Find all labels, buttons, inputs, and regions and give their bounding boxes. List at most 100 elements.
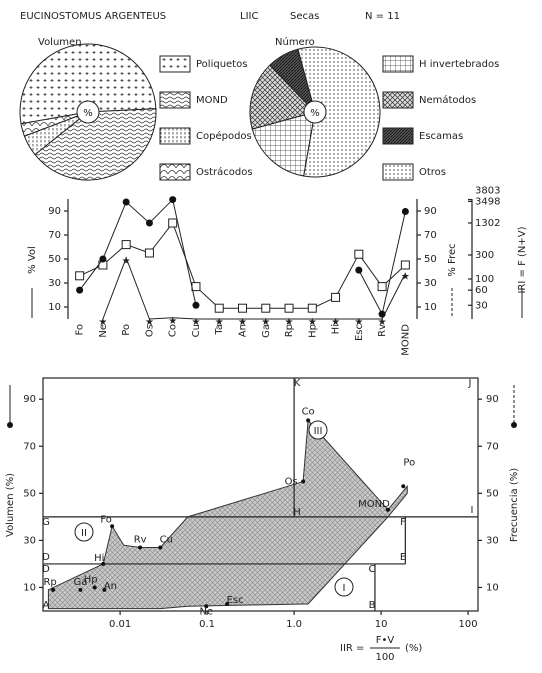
zone-ring [74, 522, 94, 542]
point-label: An [104, 581, 117, 592]
sample-size: N = 11 [365, 11, 400, 22]
point [110, 524, 115, 529]
zone-ring [308, 420, 328, 440]
y2-tick-label: 70 [486, 441, 499, 452]
y2-axis-symbol-dot [511, 422, 517, 428]
corner-label: C [369, 564, 376, 575]
legend-swatch [159, 163, 191, 181]
point-label: Cu [160, 534, 173, 545]
x-tick-label: Os [144, 324, 155, 337]
legend-label: H invertebrados [419, 59, 499, 70]
y-tick-label: 50 [48, 254, 61, 265]
y2-tick-label: 30 [424, 278, 437, 289]
y2-axis-label: Frecuencia (%) [509, 468, 520, 542]
pie-slice [251, 111, 316, 177]
point [138, 545, 143, 550]
corner-label: D [42, 552, 50, 563]
point-label: Hp [84, 574, 98, 585]
legend-label: Poliquetos [196, 59, 247, 70]
y-tick-label: 90 [48, 206, 61, 217]
legend-label: Otros [419, 167, 446, 178]
pie-title: Volumen [38, 37, 82, 48]
marker: ★ [285, 317, 294, 328]
pie-center-label: % [83, 108, 93, 119]
zone-label: II [81, 528, 87, 539]
y2-tick-label: 10 [486, 582, 499, 593]
corner-label: E [400, 552, 406, 563]
corner-label: B [369, 600, 376, 611]
y3-tick-label: 30 [475, 300, 488, 311]
corner-label: H [293, 507, 301, 518]
y3-tick-label: 100 [475, 274, 494, 285]
point [385, 507, 390, 512]
marker: ★ [122, 256, 131, 267]
legend-swatch [382, 55, 414, 73]
marker: ★ [215, 317, 224, 328]
x-tick-label: Po [121, 324, 132, 336]
y-tick-label: 50 [23, 488, 36, 499]
x-tick-label: Ne [98, 324, 109, 338]
marker [377, 282, 387, 292]
marker: ★ [145, 317, 154, 328]
point [78, 587, 83, 592]
point-label: Ne [200, 606, 214, 617]
point-label: MOND [358, 499, 390, 510]
corner-label: J [468, 378, 472, 389]
legend-label: Copépodos [196, 130, 252, 142]
marker: ★ [191, 317, 200, 328]
marker [401, 208, 409, 216]
pie-slice [19, 43, 157, 125]
x-tick-label: Hp [307, 324, 318, 338]
legend-swatch [159, 127, 191, 145]
x-tick-label: Ga [261, 324, 272, 338]
y2-tick-label: 50 [486, 488, 499, 499]
x-tick-label: Ta [214, 324, 225, 336]
y2-tick-label: 70 [424, 230, 437, 241]
y2-tick-label: 50 [424, 254, 437, 265]
point-label: Rp [43, 577, 56, 588]
x-tick-label: 0.01 [109, 619, 131, 630]
marker [355, 266, 363, 274]
point-label: Hi [94, 553, 104, 564]
axis-label: % Frec [447, 243, 458, 276]
y3-tick-label: 60 [475, 285, 488, 296]
point [204, 604, 209, 609]
marker: ★ [261, 317, 270, 328]
y3-tick-label: 1302 [475, 218, 500, 229]
x-tick-label: An [238, 324, 249, 337]
y3-tick-label: 300 [475, 250, 494, 261]
x-axis-label-den: 100 [375, 652, 394, 663]
legend-label: Nemátodos [419, 94, 476, 106]
marker [378, 310, 386, 318]
marker [261, 303, 271, 313]
point [225, 601, 230, 606]
zone-ring [334, 577, 354, 597]
y-axis-label: Volumen (%) [5, 473, 16, 537]
x-tick-label: Rp [284, 324, 295, 337]
marker [354, 249, 364, 259]
point [102, 587, 107, 592]
legend-swatch [159, 91, 191, 109]
x-tick-label: 100 [459, 619, 478, 630]
point-label: Fo [100, 514, 112, 525]
point [306, 418, 311, 423]
marker [76, 286, 84, 294]
marker: ★ [98, 317, 107, 328]
marker [238, 303, 247, 313]
marker [191, 282, 201, 292]
corner-label: D [42, 564, 50, 575]
marker: ★ [308, 317, 317, 328]
marker: ★ [331, 317, 340, 328]
legend-swatch [382, 127, 414, 145]
x-axis-label: IIR = [340, 643, 364, 654]
x-tick-label: 10 [375, 619, 388, 630]
pie-center [303, 100, 327, 124]
point [401, 484, 406, 489]
marker [144, 248, 154, 258]
x-axis-label-unit: (%) [405, 643, 422, 654]
season: Secas [290, 11, 319, 22]
corner-label: A [43, 600, 50, 611]
marker: ★ [168, 316, 177, 327]
pie-slice [249, 64, 316, 130]
pie-center-label: % [310, 108, 320, 119]
